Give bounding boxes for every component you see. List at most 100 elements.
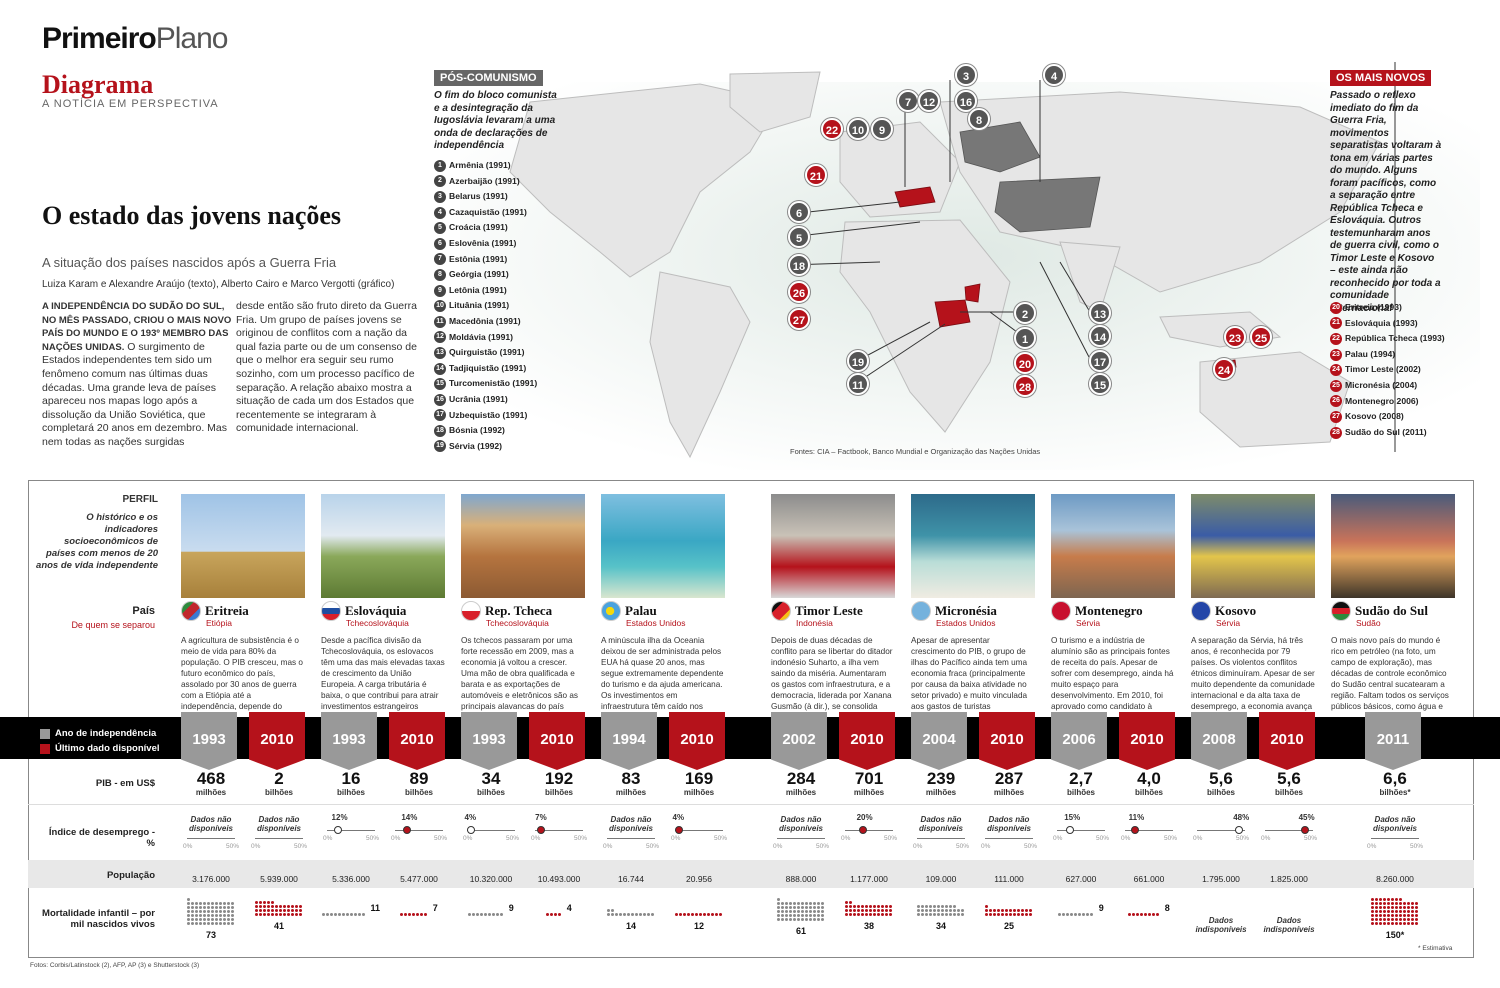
map-marker-9[interactable]: 9 (871, 118, 893, 140)
last-data-year-tag: 2010 (1119, 712, 1175, 770)
list-number-badge: 26 (1330, 395, 1342, 408)
south-america (649, 271, 751, 459)
map-marker-6[interactable]: 6 (788, 201, 810, 223)
map-marker-13[interactable]: 13 (1089, 302, 1111, 324)
map-marker-12[interactable]: 12 (918, 90, 940, 112)
map-marker-19[interactable]: 19 (847, 350, 869, 372)
map-marker-25[interactable]: 25 (1250, 326, 1272, 348)
flag-icon (1051, 601, 1071, 621)
unemployment-latest: 11% 0% 50% (1121, 813, 1177, 842)
map-marker-16[interactable]: 16 (955, 90, 977, 112)
mortality-latest: 7 (389, 898, 449, 916)
newest-tag: OS MAIS NOVOS (1330, 70, 1432, 86)
unemployment-scale: 45% (1259, 813, 1319, 835)
section-subtitle: A NOTÍCIA EM PERSPECTIVA (42, 98, 219, 110)
flag-icon (601, 601, 621, 621)
country-list-item: 20 Eritreia (1993) (1330, 300, 1445, 316)
intro-column-2: desde então são fruto direto da Guerra F… (236, 300, 417, 435)
list-number-badge: 20 (1330, 301, 1342, 314)
newest-note: Passado o reflexo imediato do fim da Gue… (1330, 90, 1442, 314)
list-number-badge: 5 (434, 222, 446, 235)
list-number-badge: 24 (1330, 364, 1342, 377)
country-list-item: 25 Micronésia (2004) (1330, 378, 1445, 394)
unemployment-latest: Dados não disponíveis 0% 50% (979, 815, 1039, 850)
map-marker-8[interactable]: 8 (968, 108, 990, 130)
section-title: Diagrama (42, 70, 154, 99)
map-marker-4[interactable]: 4 (1043, 64, 1065, 86)
map-marker-10[interactable]: 10 (847, 118, 869, 140)
independence-year-tag: 2002 (771, 712, 827, 770)
list-number-badge: 28 (1330, 426, 1342, 439)
unemployment-scale (181, 833, 241, 843)
independence-year-tag: 1993 (181, 712, 237, 770)
flag-icon (911, 601, 931, 621)
list-country-label: Quirguistão (1991) (449, 347, 525, 358)
country-list-item: 26 Montenegro 2006) (1330, 394, 1445, 410)
list-number-badge: 2 (434, 175, 446, 188)
list-country-label: Palau (1994) (1345, 348, 1396, 359)
independence-year-tag: 1993 (461, 712, 517, 770)
map-marker-7[interactable]: 7 (897, 90, 919, 112)
country-column: Micronésia Estados Unidos Apesar de aprese… (911, 494, 1035, 713)
unemployment-marker (858, 826, 867, 834)
map-marker-20[interactable]: 20 (1014, 352, 1036, 374)
country-description: Desde a pacífica divisão da Tchecoslováq… (321, 636, 445, 711)
country-list-item: 21 Eslováquia (1993) (1330, 316, 1445, 332)
map-marker-28[interactable]: 28 (1014, 375, 1036, 397)
map-marker-22[interactable]: 22 (821, 118, 843, 140)
list-country-label: Letônia (1991) (449, 284, 507, 295)
country-description: A separação da Sérvia, há três anos, é r… (1191, 636, 1315, 711)
list-number-badge: 22 (1330, 332, 1342, 345)
map-marker-26[interactable]: 26 (788, 281, 810, 303)
brand-logo: PrimeiroPlano (42, 22, 228, 55)
unemployment-na: Dados não disponíveis (778, 815, 823, 833)
map-marker-18[interactable]: 18 (788, 254, 810, 276)
country-photo (911, 494, 1035, 598)
list-country-label: Croácia (1991) (449, 222, 508, 233)
map-marker-17[interactable]: 17 (1089, 350, 1111, 372)
flag-icon (181, 601, 201, 621)
map-marker-27[interactable]: 27 (788, 308, 810, 330)
country-list-item: 6 Eslovênia (1991) (434, 236, 537, 252)
country-column: Kosovo Sérvia A separação da Sérvia, há tr… (1191, 494, 1315, 713)
list-country-label: Armênia (1991) (449, 160, 511, 170)
mortality-dots (1371, 898, 1419, 925)
country-parent: Tchecoslováquia (486, 618, 549, 628)
unemployment-initial: Dados não disponíveis 0% 50% (913, 815, 969, 850)
pib-latest: 287 milhões (993, 769, 1025, 798)
map-marker-23[interactable]: 23 (1224, 326, 1246, 348)
map-marker-14[interactable]: 14 (1089, 325, 1111, 347)
unemployment-initial: Dados não disponíveis 0% 50% (603, 815, 659, 850)
unemployment-value: 20% (856, 813, 873, 822)
population-initial: 1.795.000 (1202, 874, 1240, 884)
asia (939, 91, 1381, 293)
intro-column-1: A INDEPENDÊNCIA DO SUDÃO DO SUL, NO MÊS … (42, 300, 232, 450)
row-label-mortality: Mortalidade infantil – por mil nascidos … (42, 908, 155, 930)
country-parent: Estados Unidos (936, 618, 996, 628)
list-country-label: Montenegro 2006) (1345, 395, 1419, 406)
country-heading: Timor Leste (771, 601, 895, 621)
country-heading: Rep. Tcheca (461, 601, 585, 621)
map-marker-5[interactable]: 5 (788, 226, 810, 248)
unemployment-scale (979, 833, 1039, 843)
map-marker-21[interactable]: 21 (805, 164, 827, 186)
unemployment-value: 14% (401, 813, 418, 822)
map-marker-11[interactable]: 11 (847, 373, 869, 395)
map-marker-2[interactable]: 2 (1014, 302, 1036, 324)
country-photo (181, 494, 305, 598)
map-marker-15[interactable]: 15 (1089, 373, 1111, 395)
mortality-initial: 9 (461, 898, 521, 916)
mortality-dots (1058, 913, 1094, 916)
profile-desc: O histórico e os indicadores socioeconôm… (36, 512, 158, 571)
map-marker-3[interactable]: 3 (955, 64, 977, 86)
unemployment-scale (1365, 833, 1425, 843)
country-list-item: 23 Palau (1994) (1330, 347, 1445, 363)
country-heading: Micronésia (911, 601, 1035, 621)
flag-icon (771, 601, 791, 621)
list-country-label: Geórgia (1991) (449, 269, 509, 280)
map-marker-24[interactable]: 24 (1213, 358, 1235, 380)
map-marker-1[interactable]: 1 (1014, 327, 1036, 349)
country-column: Eritreia Etiópia A agricultura de subsistê… (181, 494, 305, 713)
unemployment-na: Dados não disponíveis (986, 815, 1031, 833)
pib-latest: 192 bilhões (544, 769, 574, 798)
